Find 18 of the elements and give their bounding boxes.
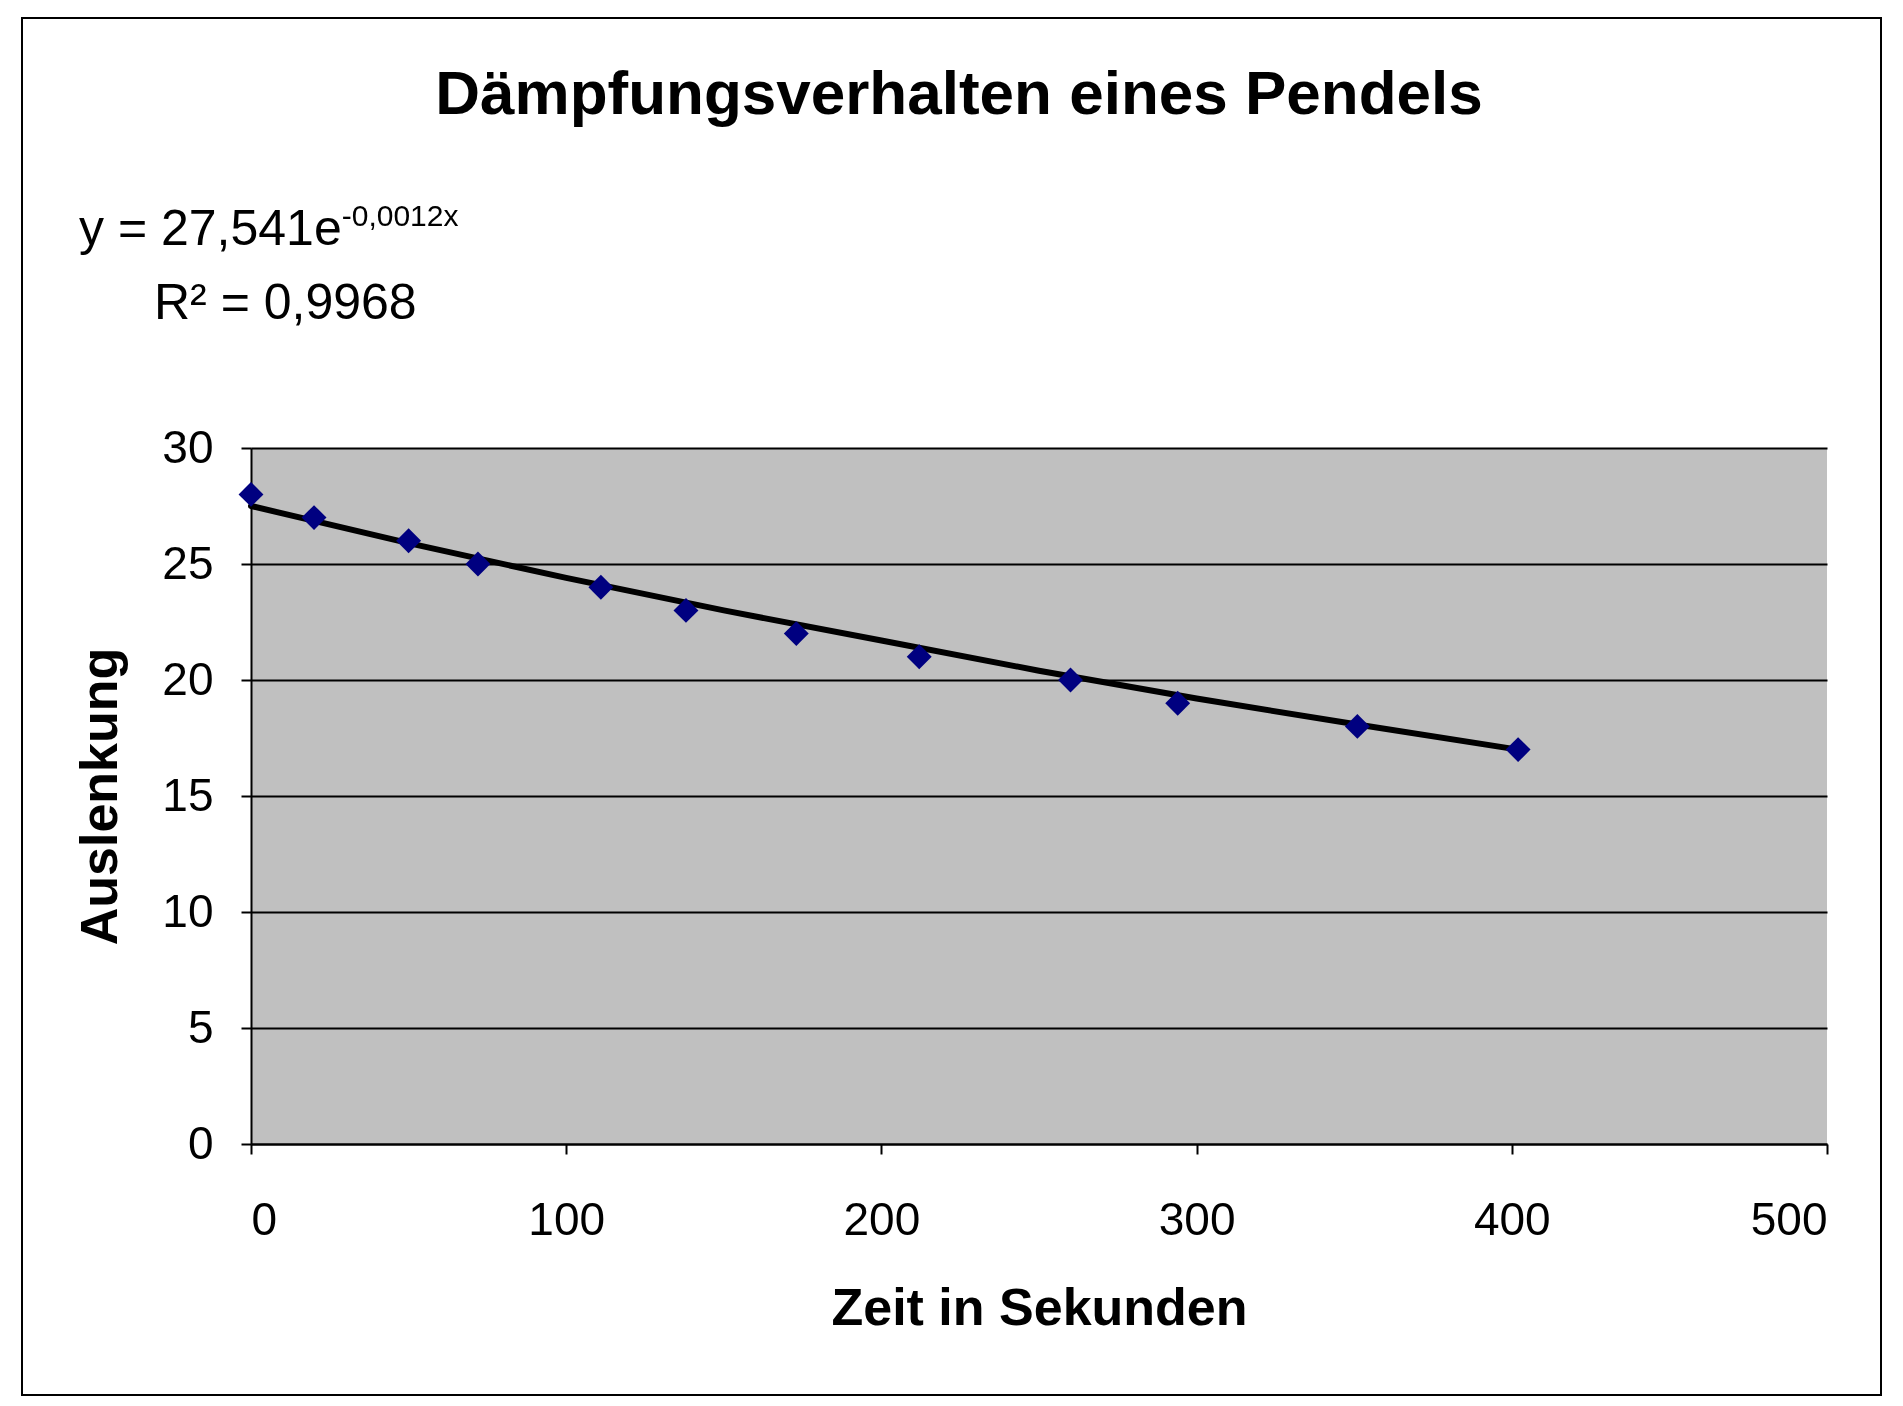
x-tick-label: 0 [251, 1192, 278, 1245]
x-tick-label: 400 [1473, 1192, 1551, 1245]
x-tick-label: 300 [1158, 1192, 1236, 1245]
y-tick-label: 30 [162, 420, 214, 473]
x-tick-label: 200 [843, 1192, 921, 1245]
y-tick-label: 25 [162, 536, 214, 589]
y-tick-label: 10 [162, 884, 214, 937]
y-tick-label: 15 [162, 768, 214, 821]
text: R² = 0,9968 [154, 274, 417, 330]
text: y = 27,541e$^{-0,0012x}$ [79, 199, 459, 256]
x-tick-label: 100 [528, 1192, 606, 1245]
y-axis-title: Auslenkung [70, 647, 129, 946]
y-tick-label: 0 [187, 1116, 214, 1169]
x-tick-label: 500 [1750, 1192, 1828, 1245]
y-tick-label: 20 [162, 652, 214, 705]
chart-title: Dämpfungsverhalten eines Pendels [435, 58, 1483, 127]
x-axis-title: Zeit in Sekunden [831, 1277, 1248, 1336]
y-tick-label: 5 [187, 1000, 214, 1053]
